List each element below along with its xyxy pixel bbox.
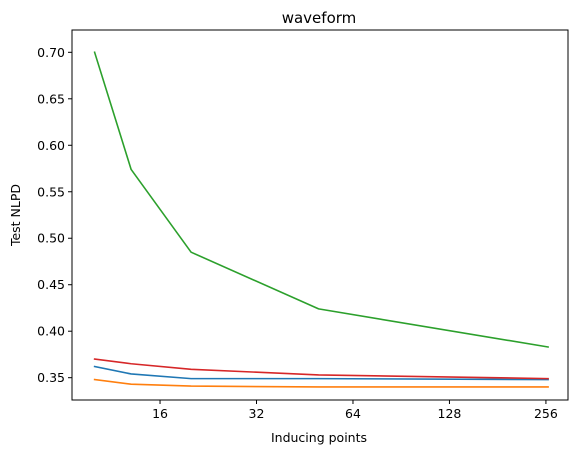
y-tick-label: 0.60 [37, 138, 65, 153]
x-tick-label: 32 [249, 406, 265, 421]
plot-area [93, 51, 550, 388]
series-line-4 [93, 358, 549, 380]
y-tick-label: 0.35 [37, 370, 65, 385]
plot-frame [71, 29, 569, 401]
x-tick-label: 128 [438, 406, 462, 421]
y-tick-label: 0.55 [37, 184, 65, 199]
y-axis-ticks: 0.35 0.40 0.45 0.50 0.55 0.60 0.65 0.70 [37, 45, 72, 385]
series-line-2 [93, 378, 549, 388]
y-tick-label: 0.50 [37, 231, 65, 246]
chart-title: waveform [282, 9, 357, 27]
y-tick-label: 0.70 [37, 45, 65, 60]
y-tick-label: 0.65 [37, 91, 65, 106]
series-line-1 [93, 365, 549, 381]
x-tick-label: 64 [345, 406, 361, 421]
series-line-3 [93, 51, 550, 348]
y-tick-label: 0.40 [37, 324, 65, 339]
x-axis-ticks: 16 32 64 128 256 [152, 400, 558, 421]
x-axis-label: Inducing points [271, 430, 367, 445]
y-tick-label: 0.45 [37, 277, 65, 292]
y-axis-label: Test NLPD [8, 184, 23, 247]
x-tick-label: 256 [534, 406, 558, 421]
x-tick-label: 16 [152, 406, 168, 421]
